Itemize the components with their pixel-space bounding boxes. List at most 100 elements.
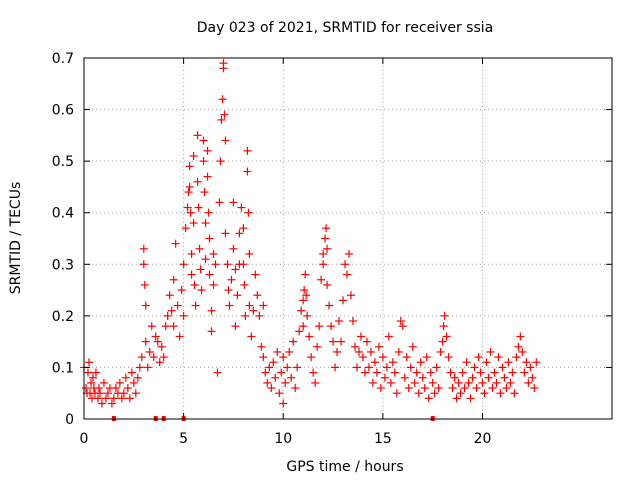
data-point	[313, 342, 322, 351]
data-point	[488, 384, 497, 393]
data-point	[450, 373, 459, 382]
data-point	[478, 378, 487, 387]
data-point	[468, 373, 477, 382]
x-tick-label: 15	[374, 431, 392, 447]
data-point	[508, 368, 517, 377]
data-point	[500, 373, 509, 382]
data-point	[452, 394, 461, 403]
y-tick-label: 0.1	[52, 360, 74, 376]
data-point	[187, 270, 196, 279]
data-point	[295, 327, 304, 336]
data-point	[183, 203, 192, 212]
data-point	[201, 219, 210, 228]
data-point	[207, 306, 216, 315]
data-point	[97, 399, 106, 408]
data-point	[510, 389, 519, 398]
data-point	[189, 219, 198, 228]
y-axis-title: SRMTID / TECUs	[8, 182, 24, 295]
data-point	[472, 384, 481, 393]
data-point	[439, 322, 448, 331]
data-point	[186, 208, 195, 217]
data-point	[203, 146, 212, 155]
data-point	[197, 286, 206, 295]
data-point	[380, 373, 389, 382]
data-point	[244, 208, 253, 217]
data-point	[482, 358, 491, 367]
data-point	[169, 275, 178, 284]
data-point	[169, 322, 178, 331]
data-point	[247, 332, 256, 341]
data-point	[241, 311, 250, 320]
data-point	[235, 229, 244, 238]
data-point	[259, 353, 268, 362]
data-point	[245, 249, 254, 258]
data-point	[323, 280, 332, 289]
data-point	[271, 373, 280, 382]
data-point	[496, 389, 505, 398]
data-point	[141, 337, 150, 346]
data-point	[239, 224, 248, 233]
data-point	[175, 332, 184, 341]
data-point	[374, 342, 383, 351]
data-point	[422, 353, 431, 362]
data-point	[408, 342, 417, 351]
data-point	[352, 363, 361, 372]
data-point	[139, 260, 148, 269]
data-point	[448, 384, 457, 393]
data-point	[348, 317, 357, 326]
data-point	[396, 317, 405, 326]
data-point	[161, 322, 170, 331]
data-point	[358, 353, 367, 362]
y-tick-label: 0.2	[52, 309, 74, 325]
data-point	[195, 244, 204, 253]
data-point	[83, 368, 92, 377]
data-point	[201, 255, 210, 264]
data-point	[398, 322, 407, 331]
data-point	[125, 394, 134, 403]
data-point	[442, 332, 451, 341]
data-point	[522, 358, 531, 367]
data-point	[486, 347, 495, 356]
data-point	[261, 368, 270, 377]
data-point	[140, 280, 149, 289]
data-point	[277, 368, 286, 377]
data-point	[190, 280, 199, 289]
data-point	[267, 384, 276, 393]
x-axis-title: GPS time / hours	[286, 459, 403, 475]
data-point	[402, 353, 411, 362]
data-point	[207, 327, 216, 336]
data-point	[243, 146, 252, 155]
data-point	[259, 301, 268, 310]
data-point	[231, 265, 240, 274]
data-point	[231, 322, 240, 331]
data-point	[194, 203, 203, 212]
data-point	[317, 275, 326, 284]
data-point	[460, 384, 469, 393]
data-point	[211, 260, 220, 269]
data-point	[279, 399, 288, 408]
data-point	[494, 353, 503, 362]
data-point	[386, 378, 395, 387]
data-point	[209, 249, 218, 258]
data-point	[498, 363, 507, 372]
data-point	[426, 368, 435, 377]
data-point	[133, 373, 142, 382]
data-point	[454, 378, 463, 387]
data-point	[526, 363, 535, 372]
data-point	[466, 394, 475, 403]
data-point	[163, 311, 172, 320]
data-point	[205, 234, 214, 243]
data-point	[404, 384, 413, 393]
x-tick-label: 0	[80, 431, 89, 447]
data-point	[184, 188, 193, 197]
data-point	[200, 188, 209, 197]
data-point	[233, 291, 242, 300]
data-point	[343, 270, 352, 279]
data-point	[416, 358, 425, 367]
data-point	[322, 224, 331, 233]
data-point	[319, 249, 328, 258]
data-point	[388, 358, 397, 367]
data-point	[153, 337, 162, 346]
data-point	[530, 384, 539, 393]
data-point	[193, 177, 202, 186]
